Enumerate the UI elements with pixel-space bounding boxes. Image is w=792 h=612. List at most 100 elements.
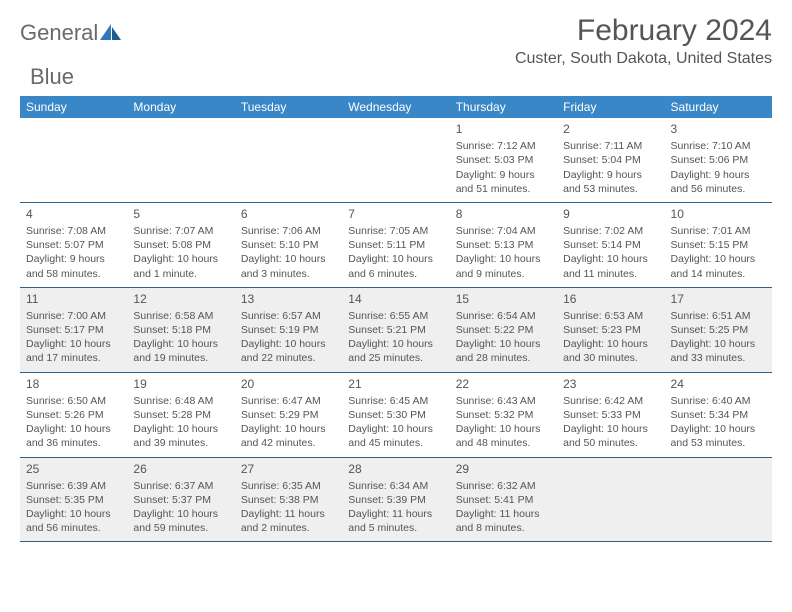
sunset-line: Sunset: 5:19 PM: [241, 323, 336, 337]
daylight-line: Daylight: 10 hours and 9 minutes.: [456, 252, 551, 280]
day-number: 5: [133, 206, 228, 222]
sunset-line: Sunset: 5:15 PM: [671, 238, 766, 252]
calendar-day-cell: 20Sunrise: 6:47 AMSunset: 5:29 PMDayligh…: [235, 372, 342, 457]
sunrise-line: Sunrise: 7:12 AM: [456, 139, 551, 153]
calendar-day-cell: 12Sunrise: 6:58 AMSunset: 5:18 PMDayligh…: [127, 287, 234, 372]
daylight-line: Daylight: 10 hours and 1 minute.: [133, 252, 228, 280]
sunrise-line: Sunrise: 6:43 AM: [456, 394, 551, 408]
sunset-line: Sunset: 5:08 PM: [133, 238, 228, 252]
calendar-week-row: 11Sunrise: 7:00 AMSunset: 5:17 PMDayligh…: [20, 287, 772, 372]
day-number: 28: [348, 461, 443, 477]
day-header-cell: Thursday: [450, 96, 557, 118]
sunset-line: Sunset: 5:23 PM: [563, 323, 658, 337]
daylight-line: Daylight: 10 hours and 14 minutes.: [671, 252, 766, 280]
daylight-line: Daylight: 10 hours and 53 minutes.: [671, 422, 766, 450]
day-header-cell: Friday: [557, 96, 664, 118]
sunset-line: Sunset: 5:04 PM: [563, 153, 658, 167]
daylight-line: Daylight: 9 hours and 58 minutes.: [26, 252, 121, 280]
calendar-day-cell: 11Sunrise: 7:00 AMSunset: 5:17 PMDayligh…: [20, 287, 127, 372]
day-number: 18: [26, 376, 121, 392]
calendar-day-cell: [235, 118, 342, 202]
calendar-week-row: 4Sunrise: 7:08 AMSunset: 5:07 PMDaylight…: [20, 202, 772, 287]
day-number: 25: [26, 461, 121, 477]
calendar-day-cell: [665, 457, 772, 542]
day-header-cell: Monday: [127, 96, 234, 118]
calendar-day-cell: 5 Sunrise: 7:07 AMSunset: 5:08 PMDaylight…: [127, 202, 234, 287]
day-number: 10: [671, 206, 766, 222]
sunrise-line: Sunrise: 6:32 AM: [456, 479, 551, 493]
calendar-day-cell: 21Sunrise: 6:45 AMSunset: 5:30 PMDayligh…: [342, 372, 449, 457]
calendar-day-cell: 4Sunrise: 7:08 AMSunset: 5:07 PMDaylight…: [20, 202, 127, 287]
day-number: 3: [671, 121, 766, 137]
sunset-line: Sunset: 5:21 PM: [348, 323, 443, 337]
day-number: 6: [241, 206, 336, 222]
calendar-day-cell: 2Sunrise: 7:11 AMSunset: 5:04 PMDaylight…: [557, 118, 664, 202]
sunset-line: Sunset: 5:28 PM: [133, 408, 228, 422]
day-header-cell: Tuesday: [235, 96, 342, 118]
calendar-day-cell: 28Sunrise: 6:34 AMSunset: 5:39 PMDayligh…: [342, 457, 449, 542]
day-number: 13: [241, 291, 336, 307]
sunrise-line: Sunrise: 7:10 AM: [671, 139, 766, 153]
sunset-line: Sunset: 5:03 PM: [456, 153, 551, 167]
daylight-line: Daylight: 10 hours and 39 minutes.: [133, 422, 228, 450]
calendar-day-cell: 14Sunrise: 6:55 AMSunset: 5:21 PMDayligh…: [342, 287, 449, 372]
logo: General: [20, 14, 122, 46]
day-number: 17: [671, 291, 766, 307]
sunset-line: Sunset: 5:35 PM: [26, 493, 121, 507]
daylight-line: Daylight: 10 hours and 28 minutes.: [456, 337, 551, 365]
sunrise-line: Sunrise: 6:42 AM: [563, 394, 658, 408]
sunrise-line: Sunrise: 7:05 AM: [348, 224, 443, 238]
calendar-day-cell: 26Sunrise: 6:37 AMSunset: 5:37 PMDayligh…: [127, 457, 234, 542]
location-label: Custer, South Dakota, United States: [515, 50, 772, 68]
daylight-line: Daylight: 10 hours and 3 minutes.: [241, 252, 336, 280]
sunrise-line: Sunrise: 7:01 AM: [671, 224, 766, 238]
day-number: 23: [563, 376, 658, 392]
calendar-body: 1Sunrise: 7:12 AMSunset: 5:03 PMDaylight…: [20, 118, 772, 542]
day-number: 20: [241, 376, 336, 392]
sunrise-line: Sunrise: 6:54 AM: [456, 309, 551, 323]
calendar-day-cell: 13Sunrise: 6:57 AMSunset: 5:19 PMDayligh…: [235, 287, 342, 372]
sunset-line: Sunset: 5:14 PM: [563, 238, 658, 252]
calendar-week-row: 25Sunrise: 6:39 AMSunset: 5:35 PMDayligh…: [20, 457, 772, 542]
day-number: 14: [348, 291, 443, 307]
sunset-line: Sunset: 5:38 PM: [241, 493, 336, 507]
daylight-line: Daylight: 9 hours and 51 minutes.: [456, 168, 551, 196]
calendar-day-cell: 8Sunrise: 7:04 AMSunset: 5:13 PMDaylight…: [450, 202, 557, 287]
calendar-day-cell: 9Sunrise: 7:02 AMSunset: 5:14 PMDaylight…: [557, 202, 664, 287]
day-number: 4: [26, 206, 121, 222]
calendar-page: General February 2024 Custer, South Dako…: [0, 0, 792, 542]
sunrise-line: Sunrise: 6:55 AM: [348, 309, 443, 323]
sunset-line: Sunset: 5:11 PM: [348, 238, 443, 252]
month-title: February 2024: [515, 14, 772, 48]
sunset-line: Sunset: 5:22 PM: [456, 323, 551, 337]
sunset-line: Sunset: 5:26 PM: [26, 408, 121, 422]
day-number: 2: [563, 121, 658, 137]
calendar-day-cell: 3Sunrise: 7:10 AMSunset: 5:06 PMDaylight…: [665, 118, 772, 202]
day-number: 7: [348, 206, 443, 222]
sunrise-line: Sunrise: 6:37 AM: [133, 479, 228, 493]
calendar-day-cell: [342, 118, 449, 202]
calendar-day-cell: 24Sunrise: 6:40 AMSunset: 5:34 PMDayligh…: [665, 372, 772, 457]
day-number: 12: [133, 291, 228, 307]
sunrise-line: Sunrise: 6:50 AM: [26, 394, 121, 408]
sunrise-line: Sunrise: 7:00 AM: [26, 309, 121, 323]
day-header-row: SundayMondayTuesdayWednesdayThursdayFrid…: [20, 96, 772, 118]
day-number: 27: [241, 461, 336, 477]
calendar-day-cell: 1Sunrise: 7:12 AMSunset: 5:03 PMDaylight…: [450, 118, 557, 202]
day-header-cell: Sunday: [20, 96, 127, 118]
calendar-day-cell: 15Sunrise: 6:54 AMSunset: 5:22 PMDayligh…: [450, 287, 557, 372]
daylight-line: Daylight: 10 hours and 59 minutes.: [133, 507, 228, 535]
sunset-line: Sunset: 5:10 PM: [241, 238, 336, 252]
daylight-line: Daylight: 10 hours and 48 minutes.: [456, 422, 551, 450]
sunrise-line: Sunrise: 7:07 AM: [133, 224, 228, 238]
sunrise-line: Sunrise: 6:35 AM: [241, 479, 336, 493]
calendar-day-cell: 6Sunrise: 7:06 AMSunset: 5:10 PMDaylight…: [235, 202, 342, 287]
calendar-day-cell: 22Sunrise: 6:43 AMSunset: 5:32 PMDayligh…: [450, 372, 557, 457]
day-number: 11: [26, 291, 121, 307]
day-number: 24: [671, 376, 766, 392]
daylight-line: Daylight: 9 hours and 56 minutes.: [671, 168, 766, 196]
sunset-line: Sunset: 5:29 PM: [241, 408, 336, 422]
daylight-line: Daylight: 10 hours and 50 minutes.: [563, 422, 658, 450]
sunset-line: Sunset: 5:41 PM: [456, 493, 551, 507]
day-number: 9: [563, 206, 658, 222]
